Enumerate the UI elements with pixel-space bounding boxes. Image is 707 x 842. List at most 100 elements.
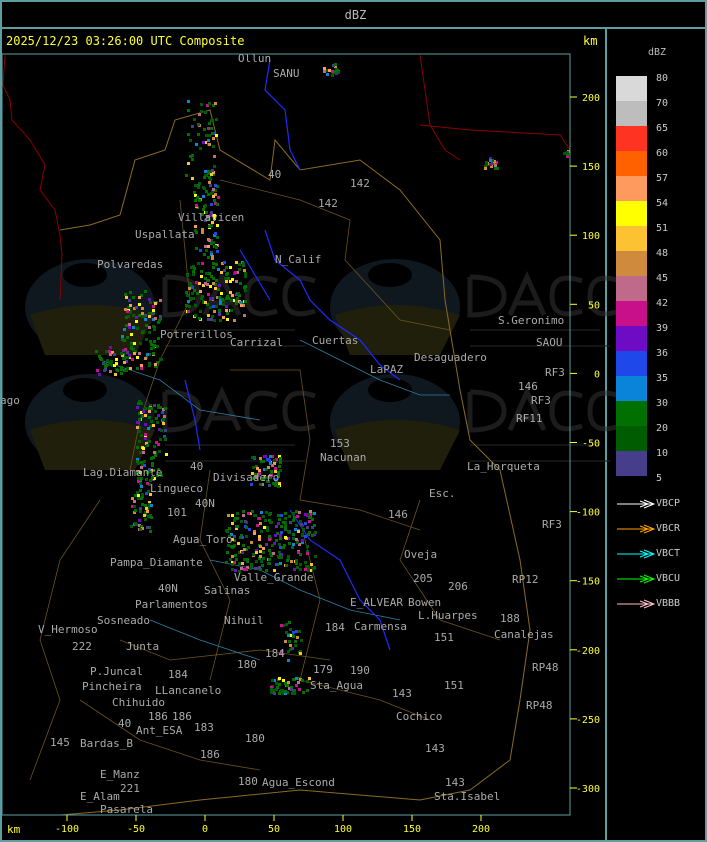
- echo-pixel: [275, 525, 278, 528]
- echo-pixel: [225, 561, 228, 564]
- echo-pixel: [209, 178, 212, 181]
- echo-pixel: [295, 524, 298, 527]
- echo-pixel: [226, 318, 229, 321]
- echo-pixel: [256, 467, 259, 470]
- echo-pixel: [301, 679, 304, 682]
- echo-pixel: [192, 273, 195, 276]
- echo-pixel: [204, 301, 207, 304]
- x-tick-label: -100: [55, 824, 79, 835]
- echo-pixel: [213, 165, 216, 168]
- echo-pixel: [285, 631, 288, 634]
- place-label: 40N: [158, 582, 178, 595]
- echo-pixel: [566, 155, 569, 158]
- echo-pixel: [137, 494, 140, 497]
- echo-pixel: [120, 368, 123, 371]
- echo-pixel: [202, 208, 205, 211]
- echo-pixel: [217, 288, 220, 291]
- echo-pixel: [138, 430, 141, 433]
- echo-pixel: [141, 503, 144, 506]
- echo-pixel: [280, 624, 283, 627]
- echo-pixel: [226, 551, 229, 554]
- place-label: S.Geronimo: [498, 314, 564, 327]
- vector-label: VBCU: [656, 573, 681, 584]
- echo-pixel: [279, 562, 282, 565]
- echo-pixel: [163, 415, 166, 418]
- echo-pixel: [278, 683, 281, 686]
- echo-pixel: [208, 143, 211, 146]
- echo-pixel: [313, 533, 316, 536]
- echo-pixel: [270, 691, 273, 694]
- echo-pixel: [292, 631, 295, 634]
- echo-pixel: [210, 211, 213, 214]
- echo-pixel: [291, 634, 294, 637]
- echo-pixel: [244, 520, 247, 523]
- echo-pixel: [263, 476, 266, 479]
- echo-pixel: [185, 304, 188, 307]
- echo-pixel: [237, 292, 240, 295]
- echo-pixel: [243, 269, 246, 272]
- place-label: Lingueco: [150, 482, 203, 495]
- echo-pixel: [113, 353, 116, 356]
- echo-pixel: [162, 422, 165, 425]
- echo-pixel: [188, 305, 191, 308]
- echo-pixel: [146, 444, 149, 447]
- echo-pixel: [218, 284, 221, 287]
- vector-label: VBCP: [656, 498, 681, 509]
- echo-pixel: [229, 558, 232, 561]
- echo-pixel: [273, 462, 276, 465]
- echo-pixel: [213, 319, 216, 322]
- dacc-watermark-logo: [25, 259, 316, 355]
- echo-pixel: [132, 314, 135, 317]
- echo-pixel: [218, 309, 221, 312]
- echo-pixel: [197, 133, 200, 136]
- echo-pixel: [148, 315, 151, 318]
- echo-pixel: [155, 417, 158, 420]
- echo-pixel: [234, 271, 237, 274]
- echo-pixel: [277, 555, 280, 558]
- echo-pixel: [231, 561, 234, 564]
- echo-pixel: [212, 282, 215, 285]
- echo-pixel: [209, 170, 212, 173]
- echo-pixel: [193, 191, 196, 194]
- echo-pixel: [204, 204, 207, 207]
- echo-pixel: [284, 517, 287, 520]
- echo-pixel: [109, 353, 112, 356]
- place-label: Nacunan: [320, 451, 366, 464]
- echo-pixel: [287, 537, 290, 540]
- echo-pixel: [210, 192, 213, 195]
- echo-pixel: [266, 529, 269, 532]
- echo-pixel: [136, 327, 139, 330]
- echo-pixel: [144, 518, 147, 521]
- echo-pixel: [108, 363, 111, 366]
- echo-pixel: [240, 304, 243, 307]
- echo-pixel: [258, 469, 261, 472]
- echo-pixel: [216, 224, 219, 227]
- echo-pixel: [199, 147, 202, 150]
- echo-pixel: [153, 340, 156, 343]
- dacc-watermark-logo: [25, 374, 316, 470]
- echo-pixel: [311, 526, 314, 529]
- echo-pixel: [277, 522, 280, 525]
- echo-pixel: [231, 294, 234, 297]
- vector-label: VBCR: [656, 523, 681, 534]
- echo-pixel: [192, 297, 195, 300]
- echo-pixel: [136, 472, 139, 475]
- legend-label: 54: [656, 198, 669, 209]
- place-label: 151: [434, 631, 454, 644]
- echo-pixel: [214, 189, 217, 192]
- place-label: 206: [448, 580, 468, 593]
- place-label: N_Calif: [275, 253, 321, 266]
- echo-pixel: [215, 134, 218, 137]
- echo-pixel: [190, 266, 193, 269]
- echo-pixel: [231, 555, 234, 558]
- echo-pixel: [268, 513, 271, 516]
- legend-swatch: [616, 201, 647, 226]
- place-label: RP48: [532, 661, 559, 674]
- echo-pixel: [242, 262, 245, 265]
- echo-pixel: [280, 531, 283, 534]
- echo-pixel: [242, 264, 245, 267]
- echo-pixel: [120, 352, 123, 355]
- echo-pixel: [121, 338, 124, 341]
- echo-pixel: [138, 303, 141, 306]
